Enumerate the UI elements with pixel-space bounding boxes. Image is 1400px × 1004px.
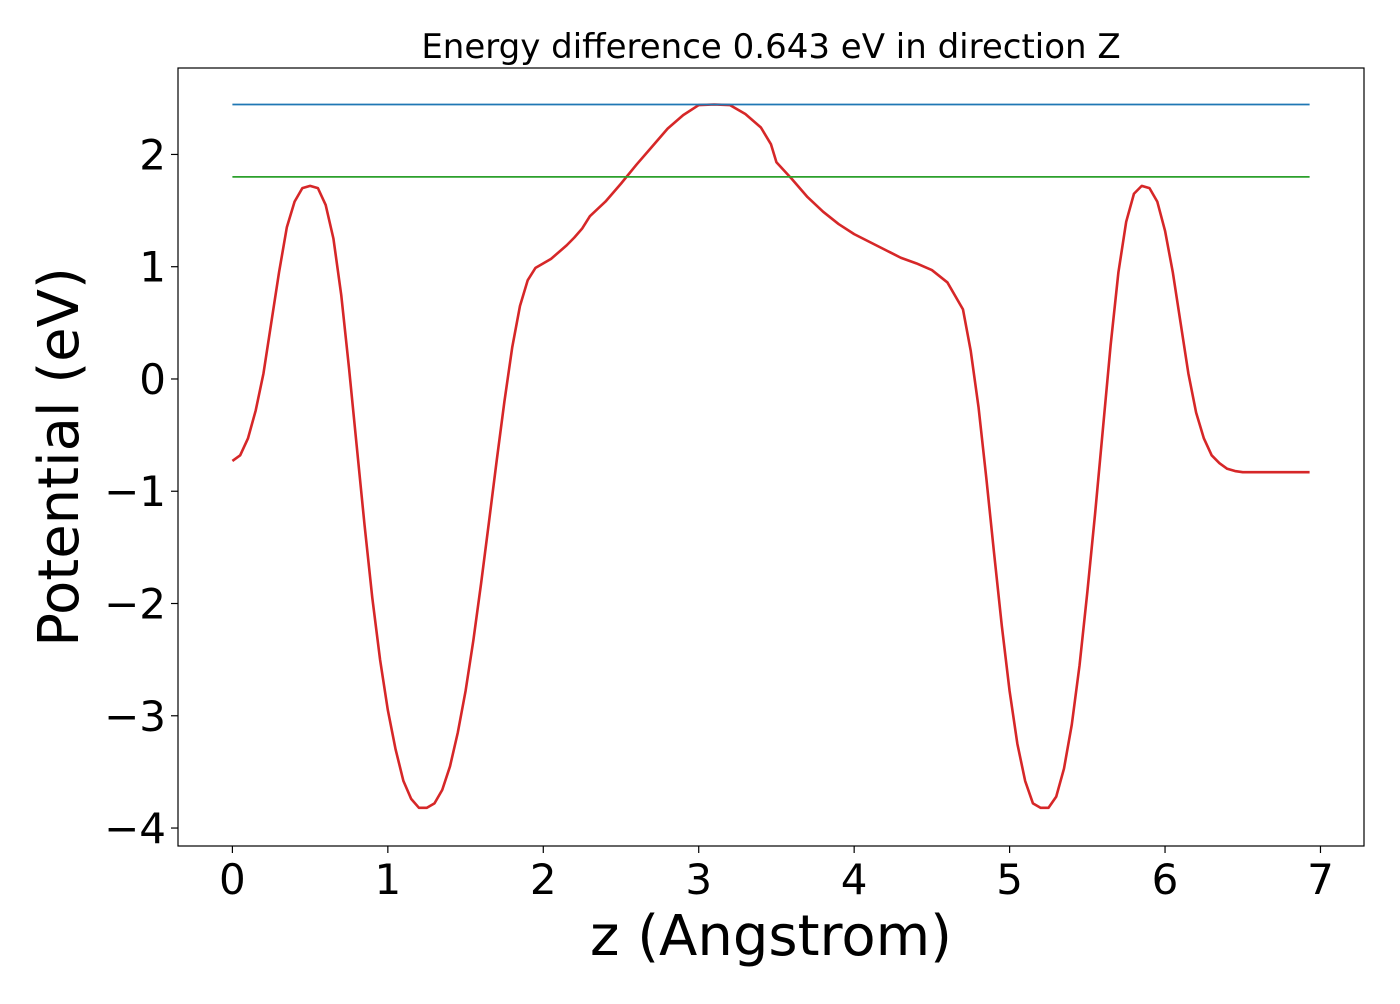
x-tick-label: 4 [841, 855, 868, 904]
x-axis-label: z (Angstrom) [590, 904, 952, 969]
y-tick-label: −3 [104, 692, 166, 741]
y-tick-label: 1 [139, 243, 166, 292]
y-axis-ticks: −4 −3 −2 −1 0 1 2 [104, 130, 178, 853]
x-tick-label: 3 [685, 855, 712, 904]
x-tick-label: 0 [219, 855, 246, 904]
potential-curve [231, 103, 1310, 810]
y-tick-label: 0 [139, 355, 166, 404]
x-tick-label: 1 [374, 855, 401, 904]
plot-frame [177, 67, 1365, 847]
x-tick-label: 6 [1152, 855, 1179, 904]
x-axis-ticks: 0 1 2 3 4 5 6 7 [219, 846, 1334, 904]
chart-title: Energy difference 0.643 eV in direction … [421, 27, 1120, 67]
plot-lines [231, 103, 1310, 810]
x-tick-label: 5 [996, 855, 1023, 904]
y-tick-label: −1 [104, 467, 166, 516]
y-tick-label: −2 [104, 580, 166, 629]
y-tick-label: −4 [104, 804, 166, 853]
x-tick-label: 2 [530, 855, 557, 904]
y-tick-label: 2 [139, 130, 166, 179]
y-axis-label: Potential (eV) [27, 267, 92, 647]
x-tick-label: 7 [1307, 855, 1334, 904]
